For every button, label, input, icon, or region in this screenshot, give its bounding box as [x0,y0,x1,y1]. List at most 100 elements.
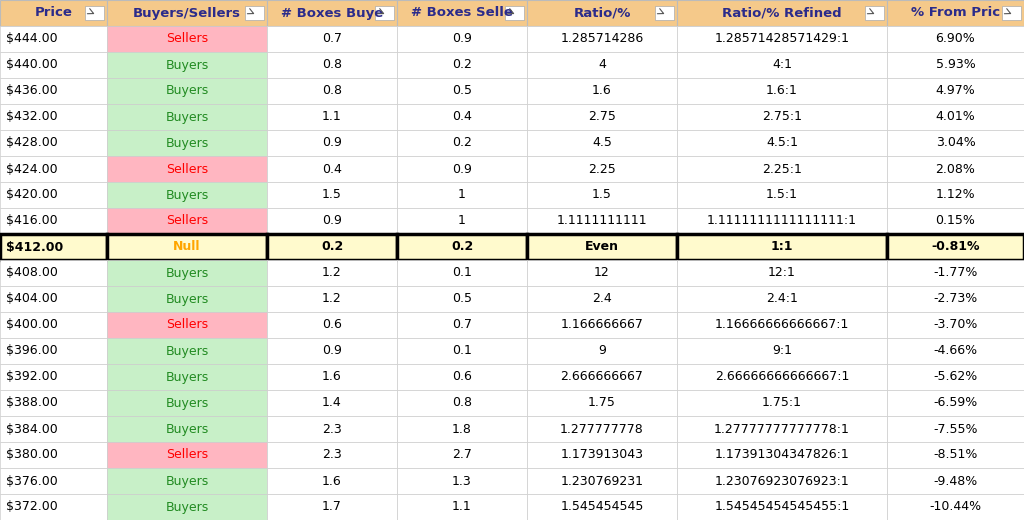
Text: $428.00: $428.00 [6,136,58,150]
Text: 0.6: 0.6 [452,370,472,384]
Bar [267,312,397,338]
Bar [887,26,1024,52]
Bar [267,130,397,156]
Text: 3.04%: 3.04% [936,136,976,150]
Text: 2.666666667: 2.666666667 [560,370,643,384]
Bar [527,78,677,104]
Text: $424.00: $424.00 [6,163,58,176]
Bar [0,338,106,364]
Bar [677,468,887,494]
Bar [0,390,106,416]
Bar [677,312,887,338]
Text: Buyers: Buyers [165,84,209,97]
Bar [0,416,106,442]
Bar [887,156,1024,182]
Text: 0.9: 0.9 [323,136,342,150]
Bar [0,364,106,390]
Bar [85,6,103,20]
Text: Buyers: Buyers [165,475,209,488]
Bar [0,78,106,104]
Text: 1.12%: 1.12% [936,188,975,201]
Bar [397,416,527,442]
Bar [506,6,524,20]
Text: Buyers: Buyers [165,58,209,71]
Text: Buyers: Buyers [165,188,209,201]
Text: Buyers: Buyers [165,397,209,410]
Bar [397,260,527,286]
Bar [677,364,887,390]
Text: 1.1111111111: 1.1111111111 [557,214,647,227]
Bar [677,234,887,260]
Text: 4: 4 [598,58,606,71]
Text: 2.66666666666667:1: 2.66666666666667:1 [715,370,849,384]
Text: 2.3: 2.3 [323,448,342,462]
Text: 1.545454545: 1.545454545 [560,500,644,514]
Text: -1.77%: -1.77% [933,266,978,280]
Bar [677,390,887,416]
Bar [267,390,397,416]
Bar [527,338,677,364]
Text: $388.00: $388.00 [6,397,58,410]
Bar [887,494,1024,520]
Bar [527,286,677,312]
Bar [106,234,267,260]
Text: 1.3: 1.3 [453,475,472,488]
Text: 1.6: 1.6 [323,475,342,488]
Text: -5.62%: -5.62% [933,370,978,384]
Text: 2.4:1: 2.4:1 [766,292,798,306]
Text: 0.15%: 0.15% [936,214,976,227]
Bar [527,416,677,442]
Text: 1.75:1: 1.75:1 [762,397,802,410]
Bar [106,286,267,312]
Bar [0,104,106,130]
Bar [106,260,267,286]
Bar [397,312,527,338]
Bar [267,234,397,260]
Bar [0,312,106,338]
Text: 0.8: 0.8 [322,58,342,71]
Text: $392.00: $392.00 [6,370,58,384]
Text: 12: 12 [594,266,610,280]
Text: $372.00: $372.00 [6,500,58,514]
Text: 1.173913043: 1.173913043 [560,448,643,462]
Bar [0,468,106,494]
Bar [267,260,397,286]
Text: -7.55%: -7.55% [933,423,978,436]
Text: 0.5: 0.5 [452,292,472,306]
Text: 0.2: 0.2 [451,240,473,253]
Bar [677,104,887,130]
Text: 1.16666666666667:1: 1.16666666666667:1 [715,318,849,332]
Text: 2.75: 2.75 [588,110,616,123]
Text: Buyers/Sellers: Buyers/Sellers [133,6,241,19]
Text: 0.2: 0.2 [452,136,472,150]
Bar [0,494,106,520]
Bar [397,0,527,26]
Bar [106,182,267,208]
Bar [106,156,267,182]
Bar [397,442,527,468]
Bar [106,208,267,234]
Text: 0.9: 0.9 [452,32,472,45]
Text: 1.1: 1.1 [323,110,342,123]
Bar [655,6,674,20]
Text: 0.9: 0.9 [452,163,472,176]
Text: 6.90%: 6.90% [936,32,976,45]
Bar [267,0,397,26]
Text: Ratio/%: Ratio/% [573,6,631,19]
Text: 2.25: 2.25 [588,163,615,176]
Bar [887,312,1024,338]
Bar [677,78,887,104]
Bar [527,468,677,494]
Bar [397,364,527,390]
Bar [397,52,527,78]
Bar [677,260,887,286]
Text: Buyers: Buyers [165,266,209,280]
Text: 0.7: 0.7 [452,318,472,332]
Bar [267,104,397,130]
Bar [865,6,884,20]
Bar [106,442,267,468]
Bar [677,286,887,312]
Bar [527,390,677,416]
Bar [1002,6,1021,20]
Text: 4.01%: 4.01% [936,110,976,123]
